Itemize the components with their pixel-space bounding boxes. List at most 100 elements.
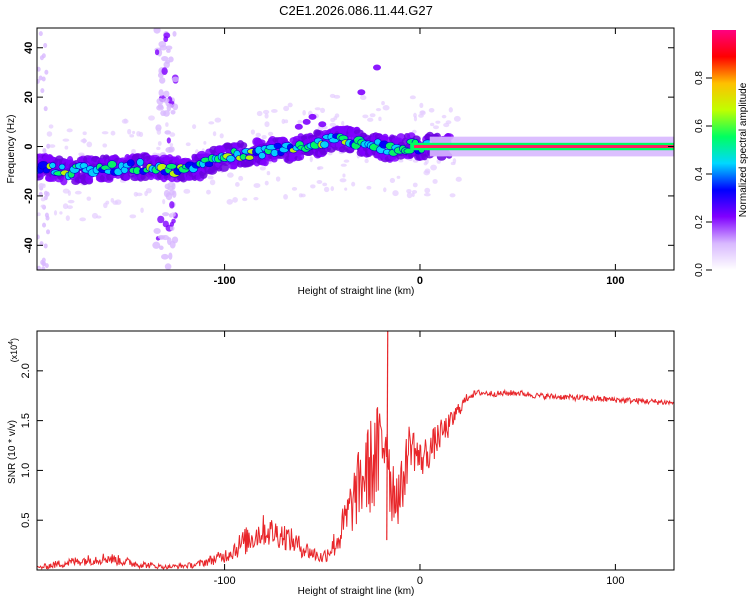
speckle-blob [86, 141, 93, 148]
speckle-blob [271, 109, 278, 113]
speckle-blob [238, 175, 244, 181]
speckle-blob [110, 130, 116, 136]
colorbar-tick-label: 0.2 [694, 215, 705, 229]
speckle-blob [322, 182, 328, 187]
speckle-blob [264, 180, 269, 186]
interference-blob [162, 220, 169, 228]
speckle-blob [165, 122, 169, 127]
speckle-blob [64, 145, 69, 150]
interference-blob [171, 236, 179, 244]
interference-blob [162, 212, 170, 217]
speckle-blob [123, 118, 128, 124]
speckle-blob [351, 181, 356, 187]
colorbar-tick-label: 0.0 [694, 263, 705, 277]
interference-blob [170, 109, 176, 115]
speckle-blob [156, 129, 162, 135]
speckle-blob [256, 110, 263, 117]
snr-scale-label: (x104) [8, 338, 19, 362]
edge-blob [43, 106, 48, 112]
speckle-blob [411, 190, 418, 194]
speckle-blob [412, 182, 418, 188]
speckle-blob [412, 129, 417, 134]
snr-background [37, 331, 674, 570]
interference-blob [161, 67, 168, 75]
y-tick-label: 20 [23, 91, 35, 103]
edge-blob [37, 66, 41, 72]
speckle-blob [206, 189, 211, 195]
speckle-blob [250, 129, 256, 135]
interference-blob [164, 263, 172, 270]
speckle-blob [316, 180, 323, 184]
speckle-blob [333, 94, 341, 99]
speckle-blob [138, 131, 144, 138]
speckle-blob [409, 95, 416, 100]
interference-blob [163, 32, 171, 39]
track-envelope [85, 174, 94, 184]
speckle-blob [131, 148, 136, 155]
speckle-blob [267, 131, 274, 137]
speckle-blob [320, 107, 326, 113]
speckle-blob [62, 188, 70, 194]
speckle-blob [375, 107, 382, 112]
edge-blob [37, 234, 40, 240]
speckle-blob [406, 188, 412, 194]
snr-scale-prefix: (x10 [9, 345, 19, 363]
interference-blob [171, 76, 179, 83]
speckle-blob [418, 113, 424, 118]
x-tick-label: -100 [214, 575, 236, 587]
speckle-blob [383, 187, 387, 193]
interference-blob [157, 215, 165, 224]
edge-blob [37, 265, 41, 270]
speckle-blob [424, 187, 431, 194]
y-tick-label: 2.0 [20, 363, 32, 378]
y-tick-label: 1.5 [20, 413, 32, 428]
speckle-blob [157, 141, 162, 146]
speckle-blob [291, 186, 298, 191]
snr-panel: -100 0 100 0.5 1.0 1.5 2.0 Height of straight… [7, 330, 675, 597]
snr-y-ticks: 0.5 1.0 1.5 2.0 [20, 363, 674, 528]
x-tick-label: 0 [417, 275, 423, 287]
speckle-blob [214, 117, 222, 123]
speckle-blob [226, 198, 233, 205]
speckle-blob [398, 159, 404, 163]
speckle-blob [66, 128, 73, 133]
speckle-blob [396, 175, 401, 179]
spectrogram-y-ticks: -40 -20 0 20 40 [23, 42, 674, 253]
speckle-blob [330, 186, 335, 192]
x-tick-label: 100 [606, 575, 624, 587]
track-core [226, 155, 236, 163]
snr-spike [386, 331, 389, 541]
speckle-blob [259, 166, 266, 171]
speckle-blob [192, 124, 197, 130]
speckle-blob [341, 120, 345, 126]
snr-x-ticks: -100 0 100 [214, 331, 625, 587]
speckle-blob [430, 122, 435, 127]
track-core [58, 163, 66, 170]
speckle-blob [323, 186, 330, 193]
colorbar-tick-label: 0.8 [694, 71, 705, 85]
speckle-blob [428, 107, 435, 113]
speckle-blob [62, 203, 69, 210]
interference-blob [158, 245, 164, 250]
track-core [107, 160, 117, 169]
speckle-blob [423, 193, 431, 197]
y-tick-label: 40 [23, 42, 35, 54]
speckle-blob [413, 116, 418, 122]
speckle-blob [367, 117, 374, 122]
speckle-blob [255, 132, 262, 138]
speckle-blob [424, 168, 431, 174]
speckle-blob [74, 190, 82, 195]
speckle-blob [129, 134, 135, 138]
speckle-blob [127, 128, 132, 135]
speckle-blob [334, 113, 340, 118]
speckle-blob [101, 131, 109, 135]
spectrogram-x-label: Height of straight line (km) [298, 286, 415, 297]
speckle-blob [148, 115, 155, 121]
speckle-blob [261, 134, 267, 140]
edge-blob [38, 31, 43, 37]
interference-blob [172, 31, 177, 37]
speckle-blob [232, 197, 238, 203]
edge-blob [43, 43, 48, 49]
speckle-blob [309, 156, 313, 163]
colorbar-label: Normalized spectral amplitude [738, 82, 749, 217]
